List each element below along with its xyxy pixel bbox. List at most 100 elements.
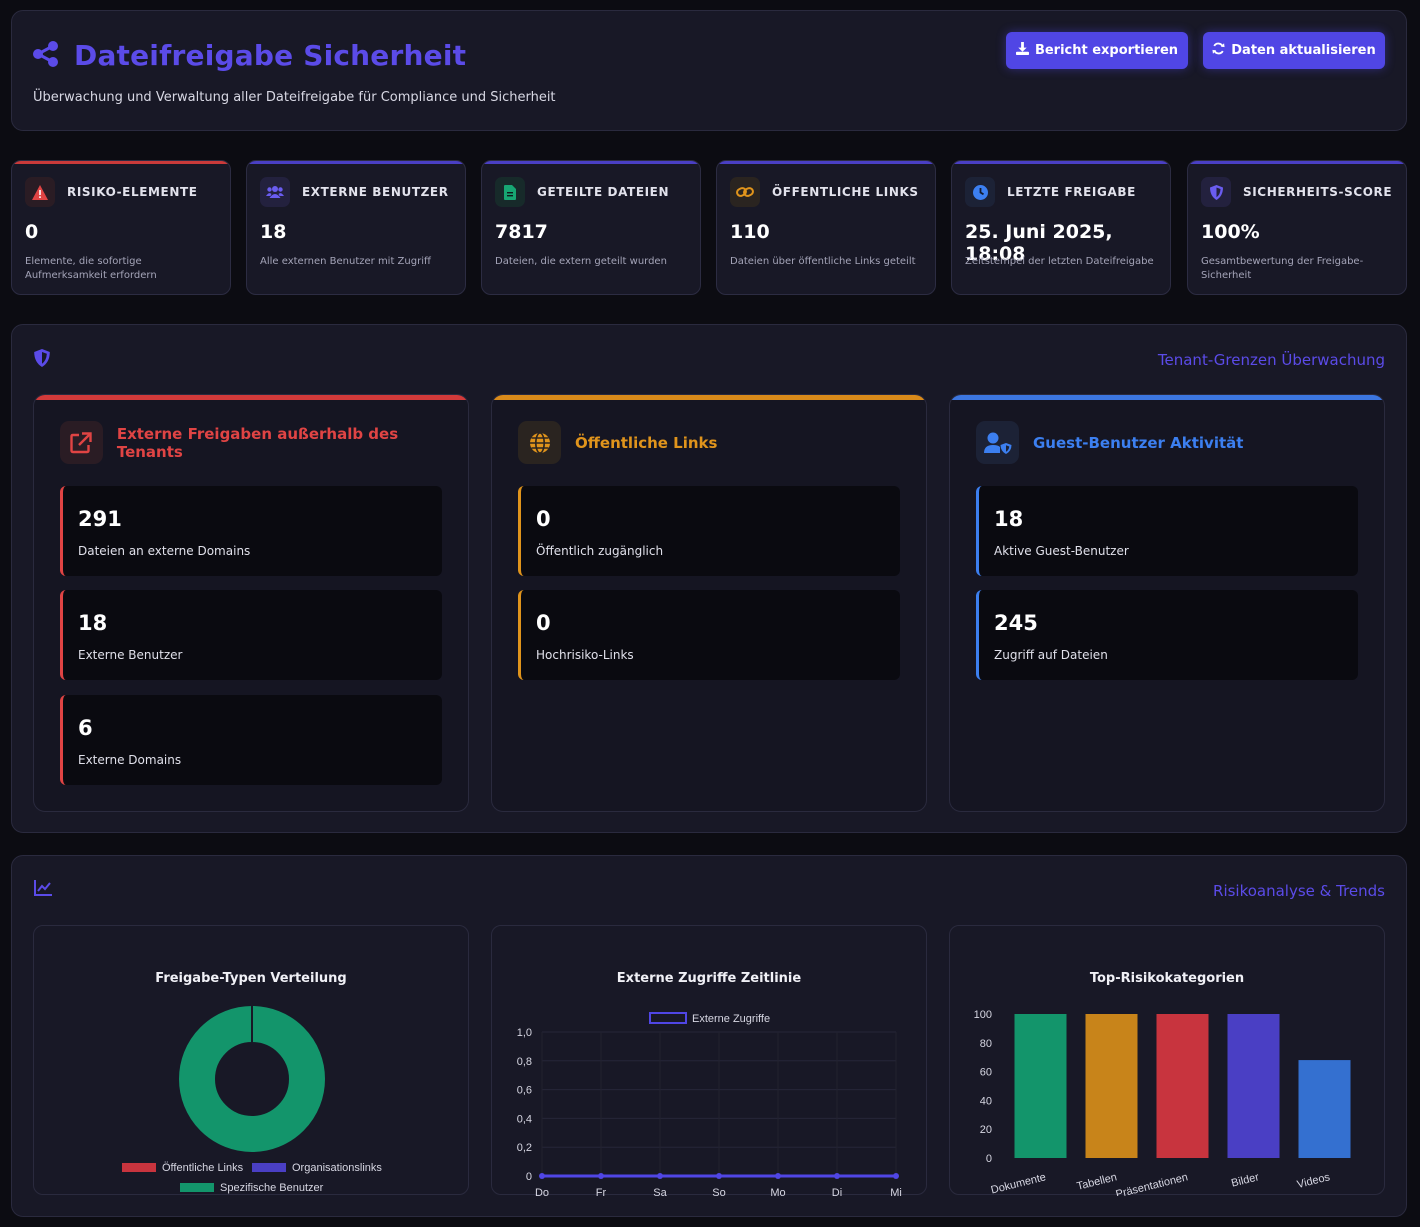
- clock-icon: [965, 177, 995, 207]
- bar: [1298, 1060, 1351, 1158]
- external-shares-card: Externe Freigaben außerhalb des Tenants …: [33, 394, 469, 812]
- legend-label: Organisationslinks: [292, 1162, 382, 1174]
- legend-swatch: [252, 1163, 286, 1172]
- page-subtitle: Überwachung und Verwaltung aller Dateifr…: [33, 90, 556, 105]
- stat-label: LETZTE FREIGABE: [1007, 185, 1136, 199]
- stat-card-external-users: EXTERNE BENUTZER 18 Alle externen Benutz…: [246, 160, 466, 295]
- stat-value: 7817: [495, 221, 548, 243]
- y-tick-label: 1,0: [517, 1027, 532, 1039]
- globe-icon: [518, 421, 561, 464]
- export-report-label: Bericht exportieren: [1034, 43, 1179, 58]
- x-tick-label: Sa: [653, 1187, 667, 1196]
- y-tick-label: 0,2: [517, 1142, 532, 1154]
- series-point: [539, 1173, 545, 1179]
- chart-title: Freigabe-Typen Verteilung: [155, 971, 347, 986]
- x-tick-label: Bilder: [1230, 1171, 1261, 1190]
- stat-value: 0: [25, 221, 39, 243]
- share-icon: [32, 40, 60, 72]
- shield-icon: [1201, 177, 1231, 207]
- stat-card-security-score: SICHERHEITS-SCORE 100% Gesamtbewertung d…: [1187, 160, 1407, 295]
- legend-label: Spezifische Benutzer: [220, 1182, 324, 1194]
- legend-label: Externe Zugriffe: [692, 1013, 770, 1025]
- bar: [1156, 1014, 1209, 1158]
- stat-description: Zeitstempel der letzten Dateifreigabe: [965, 256, 1154, 267]
- guest-users-card: Guest-Benutzer Aktivität 18 Aktive Guest…: [949, 394, 1385, 812]
- risk-analysis-section: Risikoanalyse & Trends Freigabe-Typen Ve…: [11, 855, 1407, 1217]
- legend-label: Öffentliche Links: [162, 1162, 244, 1174]
- x-tick-label: Dokumente: [990, 1171, 1047, 1196]
- metric-external-users: 18 Externe Benutzer: [60, 590, 442, 680]
- legend-swatch: [180, 1183, 214, 1192]
- stat-card-last-share: LETZTE FREIGABE 25. Juni 2025, 18:08 Zei…: [951, 160, 1171, 295]
- shield-icon: [34, 349, 50, 371]
- stat-label: RISIKO-ELEMENTE: [67, 185, 198, 199]
- chart-line-icon: [34, 880, 52, 900]
- x-tick-label: Präsentationen: [1115, 1171, 1190, 1196]
- y-tick-label: 0,4: [517, 1113, 532, 1125]
- card-title: Externe Freigaben außerhalb des Tenants: [116, 424, 399, 461]
- stat-value: 100%: [1201, 221, 1260, 243]
- series-point: [716, 1173, 722, 1179]
- legend-swatch: [649, 1012, 687, 1024]
- legend-swatch: [122, 1163, 156, 1172]
- x-tick-label: Tabellen: [1076, 1171, 1119, 1193]
- tenant-boundaries-section: Tenant-Grenzen Überwachung Externe Freig…: [11, 324, 1407, 833]
- file-icon: [495, 177, 525, 207]
- risk-categories-chart-card: Top-Risikokategorien 0 20 40 60 80 100 Dokumen…: [949, 925, 1385, 1196]
- y-tick-label: 0: [526, 1171, 532, 1183]
- metric-value: 18: [78, 611, 108, 635]
- stat-label: ÖFFENTLICHE LINKS: [772, 185, 919, 199]
- metric-files-external-domains: 291 Dateien an externe Domains: [60, 486, 442, 576]
- card-title: Guest-Benutzer Aktivität: [1033, 433, 1244, 452]
- metric-label: Dateien an externe Domains: [78, 544, 251, 558]
- public-links-card: Öffentliche Links 0 Öffentlich zugänglic…: [491, 394, 927, 812]
- metric-label: Aktive Guest-Benutzer: [994, 544, 1129, 558]
- x-tick-label: Do: [535, 1187, 549, 1196]
- metric-label: Öffentlich zugänglich: [536, 544, 664, 558]
- refresh-data-button[interactable]: Daten aktualisieren: [1203, 32, 1385, 69]
- section-title: Risikoanalyse & Trends: [1213, 882, 1385, 900]
- warning-icon: [25, 177, 55, 207]
- metric-high-risk-links: 0 Hochrisiko-Links: [518, 590, 900, 680]
- download-icon: [1015, 42, 1029, 59]
- external-access-chart-card: Externe Zugriffe Zeitlinie 0 0,2 0,4 0,6 0,8…: [491, 925, 927, 1196]
- y-tick-label: 80: [980, 1038, 992, 1050]
- bar: [1014, 1014, 1067, 1158]
- metric-value: 291: [78, 507, 122, 531]
- stat-label: SICHERHEITS-SCORE: [1243, 185, 1393, 199]
- x-tick-label: Mo: [770, 1187, 785, 1196]
- link-icon: [730, 177, 760, 207]
- page-title: Dateifreigabe Sicherheit: [74, 39, 467, 72]
- user-shield-icon: [976, 421, 1019, 464]
- card-title: Öffentliche Links: [575, 433, 718, 452]
- stat-description: Elemente, die sofortige Aufmerksamkeit e…: [25, 256, 157, 281]
- page-header: Dateifreigabe Sicherheit Überwachung und…: [11, 10, 1407, 131]
- share-types-chart-card: Freigabe-Typen Verteilung Öffentliche Li…: [33, 925, 469, 1195]
- x-tick-label: So: [712, 1187, 725, 1196]
- stat-card-shared-files: GETEILTE DATEIEN 7817 Dateien, die exter…: [481, 160, 701, 295]
- y-tick-label: 0,6: [517, 1085, 532, 1097]
- y-tick-label: 40: [980, 1095, 992, 1107]
- bar: [1085, 1014, 1138, 1158]
- refresh-icon: [1212, 42, 1225, 59]
- chart-title: Top-Risikokategorien: [1089, 971, 1245, 986]
- x-tick-label: Mi: [890, 1187, 902, 1196]
- stat-value: 25. Juni 2025, 18:08: [965, 221, 1113, 265]
- x-tick-label: Videos: [1296, 1171, 1332, 1191]
- metric-label: Hochrisiko-Links: [536, 648, 634, 662]
- metric-active-guest-users: 18 Aktive Guest-Benutzer: [976, 486, 1358, 576]
- export-report-button[interactable]: Bericht exportieren: [1006, 32, 1188, 69]
- metric-label: Zugriff auf Dateien: [994, 648, 1108, 662]
- y-tick-label: 20: [980, 1124, 992, 1136]
- metric-value: 245: [994, 611, 1038, 635]
- chart-title: Externe Zugriffe Zeitlinie: [616, 971, 802, 986]
- series-point: [598, 1173, 604, 1179]
- y-tick-label: 0: [986, 1153, 992, 1165]
- y-tick-label: 60: [980, 1067, 992, 1079]
- section-title: Tenant-Grenzen Überwachung: [1157, 351, 1385, 369]
- bar-chart: 0 20 40 60 80 100 Dokumente TabellenPräsentatio…: [974, 1009, 1351, 1196]
- y-tick-label: 0,8: [517, 1056, 532, 1068]
- series-point: [657, 1173, 663, 1179]
- line-chart: 0 0,2 0,4 0,6 0,8 1,0 Do Fr Sa So Mo Di Mi Externe Zu…: [517, 1012, 902, 1196]
- metric-publicly-accessible: 0 Öffentlich zugänglich: [518, 486, 900, 576]
